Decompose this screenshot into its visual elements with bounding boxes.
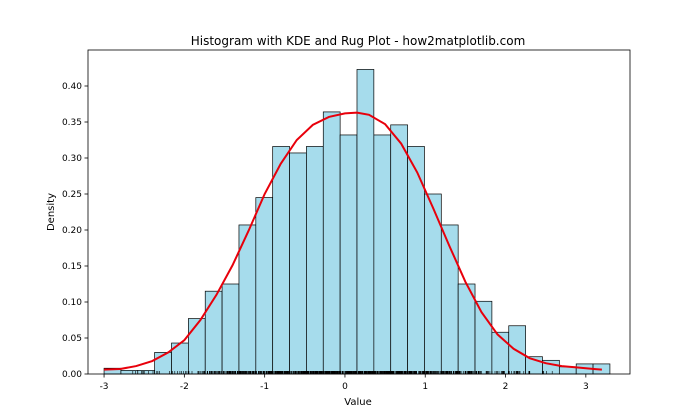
y-tick-label: 0.20: [62, 226, 82, 236]
y-tick-label: 0.15: [62, 262, 82, 272]
histogram-bar: [289, 152, 307, 375]
y-tick-label: 0.00: [62, 370, 82, 380]
histogram-bar: [255, 197, 274, 375]
histogram-bar: [221, 283, 240, 375]
y-tick-label: 0.05: [62, 334, 82, 344]
histogram-bar: [491, 331, 510, 375]
histogram-bar: [457, 283, 476, 375]
x-axis-label: Value: [344, 397, 371, 408]
histogram-bars: [103, 69, 611, 375]
histogram-bar: [188, 318, 206, 375]
y-axis-ticks: 0.00 0.05 0.10 0.15 0.20 0.25 0.30 0.35 0.40: [62, 82, 88, 380]
x-tick-label: 3: [583, 382, 589, 392]
x-tick-label: -3: [100, 382, 109, 392]
y-tick-label: 0.40: [62, 82, 82, 92]
x-tick-label: -2: [180, 382, 189, 392]
y-tick-label: 0.10: [62, 298, 82, 308]
y-tick-label: 0.30: [62, 154, 82, 164]
histogram-bar: [306, 146, 324, 375]
histogram-bar: [373, 134, 392, 375]
y-axis-label: Density: [46, 193, 57, 231]
histogram-bar: [390, 124, 408, 375]
histogram-bar: [137, 370, 155, 375]
histogram-bar: [322, 111, 341, 375]
histogram-bar: [474, 300, 493, 375]
x-axis-ticks: -3 -2 -1 0 1 2 3: [100, 374, 589, 392]
histogram-bar: [272, 146, 290, 375]
x-tick-label: 0: [342, 382, 348, 392]
histogram-bar: [339, 134, 358, 375]
chart-title: Histogram with KDE and Rug Plot - how2ma…: [191, 34, 526, 48]
x-tick-label: -1: [260, 382, 269, 392]
x-tick-label: 2: [503, 382, 509, 392]
kde-curve: [104, 111, 602, 371]
rug-plot: [132, 371, 553, 374]
plot-area-frame: [87, 49, 631, 375]
x-tick-label: 1: [422, 382, 428, 392]
y-tick-label: 0.35: [62, 118, 82, 128]
histogram-bar: [204, 290, 223, 375]
y-tick-label: 0.25: [62, 190, 82, 200]
